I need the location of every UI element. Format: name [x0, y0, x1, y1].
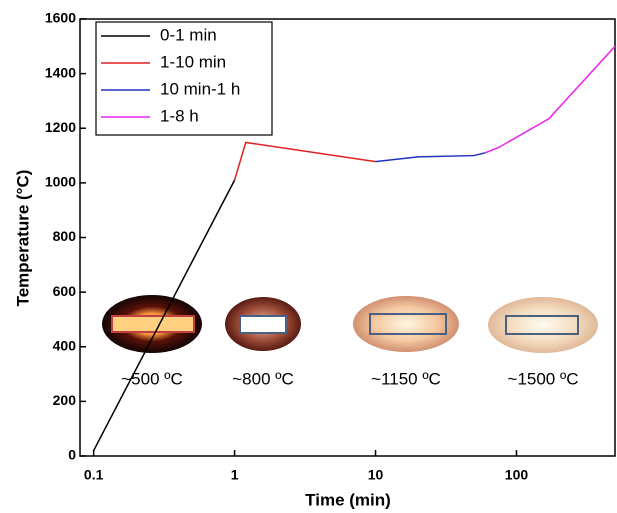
- photo: [488, 297, 598, 353]
- y-tick-label: 400: [53, 337, 77, 353]
- annotation: ~1150 ºC: [371, 369, 441, 388]
- y-axis-label: Temperature (°C): [13, 170, 32, 307]
- y-tick-label: 600: [53, 283, 77, 299]
- legend-label: 0-1 min: [160, 25, 217, 44]
- sample: [505, 315, 579, 335]
- sample: [369, 313, 447, 335]
- series-line: [233, 141, 376, 181]
- x-tick-label: 0.1: [84, 467, 104, 483]
- photos: [102, 295, 598, 353]
- sample: [239, 315, 287, 334]
- photo: [353, 296, 459, 352]
- y-tick-label: 1200: [45, 119, 76, 135]
- annotation: ~500 ºC: [121, 369, 183, 388]
- legend-label: 1-10 min: [160, 52, 226, 71]
- x-axis-label: Time (min): [305, 490, 391, 509]
- legend-label: 1-8 h: [160, 106, 199, 125]
- x-tick-label: 1: [231, 467, 239, 483]
- y-tick-label: 1600: [45, 10, 76, 26]
- legend: [95, 21, 273, 136]
- series-line: [484, 45, 616, 154]
- x-tick-label: 10: [368, 467, 384, 483]
- y-tick-label: 1000: [45, 174, 76, 190]
- series-line: [92, 179, 236, 451]
- y-tick-label: 1400: [45, 64, 76, 80]
- x-tick-label: 100: [505, 467, 529, 483]
- series-line: [375, 152, 486, 163]
- y-tick-label: 200: [53, 392, 77, 408]
- y-tick-label: 800: [53, 228, 77, 244]
- legend-label: 10 min-1 h: [160, 79, 240, 98]
- sample: [111, 315, 195, 333]
- annotation: ~800 ºC: [232, 369, 294, 388]
- y-tick-label: 0: [68, 447, 76, 463]
- annotation: ~1500 ºC: [508, 369, 579, 388]
